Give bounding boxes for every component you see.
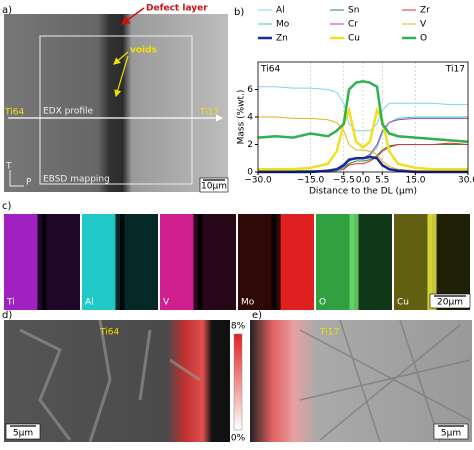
y-axis-label: Mass (%wt.) bbox=[237, 90, 247, 145]
voids-label: voids bbox=[130, 46, 157, 56]
line-chart: −30.0 −15.0 −5.50.0 5.5 15.0 30.0 0 2 4 6 Al Sn Zr Mo… bbox=[237, 6, 474, 197]
x-tick-label: −30.0 bbox=[244, 176, 272, 186]
series-line bbox=[258, 116, 468, 172]
edx-map-band bbox=[37, 214, 47, 310]
panel-letter: a) bbox=[2, 5, 12, 16]
map-label: Ti bbox=[6, 298, 15, 308]
region-label: Ti64 bbox=[260, 65, 280, 75]
edx-map-right bbox=[354, 214, 392, 310]
x-tick-label: 5.5 bbox=[375, 176, 389, 186]
edx-map-left bbox=[238, 214, 276, 310]
x-tick-label: 30.0 bbox=[458, 176, 474, 186]
series-line bbox=[258, 105, 468, 171]
region-label: Ti17 bbox=[445, 65, 465, 75]
edx-map-band bbox=[115, 214, 125, 310]
voids-arrow bbox=[114, 55, 129, 98]
legend-label: Zn bbox=[276, 34, 288, 44]
panel-letter: e) bbox=[252, 310, 262, 321]
legend-label: O bbox=[420, 34, 427, 44]
x-tick-label: −15.0 bbox=[297, 176, 325, 186]
panel-letter: b) bbox=[234, 7, 244, 18]
edx-map-band bbox=[349, 214, 359, 310]
edx-map-band bbox=[193, 214, 203, 310]
grain-boundaries bbox=[19, 319, 201, 443]
legend-label: Cr bbox=[348, 20, 358, 30]
defect-arrow bbox=[120, 7, 145, 25]
edx-maps: Ti Al V Mo O Cu bbox=[4, 214, 470, 310]
colorbar bbox=[233, 333, 243, 431]
scale-box bbox=[433, 423, 469, 440]
edx-map-band bbox=[427, 214, 437, 310]
scale-label: 10μm bbox=[201, 182, 227, 192]
legend-label: Mo bbox=[276, 20, 290, 30]
edx-label: EDX profile bbox=[43, 107, 94, 117]
legend-label: Al bbox=[276, 6, 285, 16]
edx-map-left bbox=[82, 214, 120, 310]
y-tick-label: 0 bbox=[247, 168, 253, 178]
sem-image bbox=[4, 14, 228, 192]
legend-label: Zr bbox=[420, 6, 430, 16]
edx-map-left bbox=[394, 214, 432, 310]
map-label: Cu bbox=[397, 298, 409, 308]
legend-label: Cu bbox=[348, 34, 360, 44]
ebsd-label: EBSD mapping bbox=[43, 175, 110, 185]
panel-letter: c) bbox=[2, 201, 11, 212]
edx-map-left bbox=[4, 214, 42, 310]
region-label: Ti17 bbox=[319, 328, 339, 338]
scale-label: 5μm bbox=[13, 429, 33, 439]
axis-p: P bbox=[26, 178, 32, 188]
colorbar-label: 0% bbox=[231, 434, 246, 444]
scale-box bbox=[5, 423, 41, 440]
axis-t: T bbox=[5, 162, 12, 172]
region-label: Ti64 bbox=[4, 108, 24, 118]
map-label: V bbox=[163, 298, 170, 308]
x-tick-label: 0.0 bbox=[356, 176, 371, 186]
legend-label: V bbox=[420, 20, 427, 30]
direction-axes bbox=[9, 170, 24, 187]
x-axis-label: Distance to the DL (μm) bbox=[309, 187, 417, 197]
map-label: Mo bbox=[241, 298, 255, 308]
ebsd-image bbox=[250, 320, 472, 442]
map-label: Al bbox=[85, 298, 94, 308]
scale-box bbox=[429, 293, 471, 309]
x-tick-label: 15.0 bbox=[405, 176, 425, 186]
martensite-laths bbox=[299, 319, 471, 443]
defect-label: Defect layer bbox=[146, 4, 208, 14]
edx-map-right bbox=[198, 214, 236, 310]
plot-frame bbox=[257, 61, 469, 173]
roi-box bbox=[39, 35, 193, 185]
edx-map-right bbox=[276, 214, 314, 310]
voids-arrow bbox=[113, 51, 129, 65]
region-label: Ti17 bbox=[199, 108, 219, 118]
map-label: O bbox=[319, 298, 326, 308]
series-line bbox=[257, 79, 469, 143]
edx-map-band bbox=[271, 214, 281, 310]
scale-box bbox=[199, 177, 229, 193]
edx-map-left bbox=[316, 214, 354, 310]
edx-map-right bbox=[42, 214, 80, 310]
y-tick-label: 4 bbox=[247, 113, 253, 123]
panel-letter: d) bbox=[2, 310, 12, 321]
scale-label: 20μm bbox=[437, 298, 463, 308]
colorbar-label: 8% bbox=[231, 322, 246, 332]
x-tick-label: −5.5 bbox=[333, 176, 355, 186]
edx-map-left bbox=[160, 214, 198, 310]
y-tick-label: 6 bbox=[247, 85, 253, 95]
edx-map-right bbox=[120, 214, 158, 310]
scale-label: 5μm bbox=[441, 429, 461, 439]
legend-label: Sn bbox=[348, 6, 359, 16]
region-label: Ti64 bbox=[99, 328, 119, 338]
series-line bbox=[258, 86, 468, 132]
y-tick-label: 2 bbox=[247, 140, 253, 150]
